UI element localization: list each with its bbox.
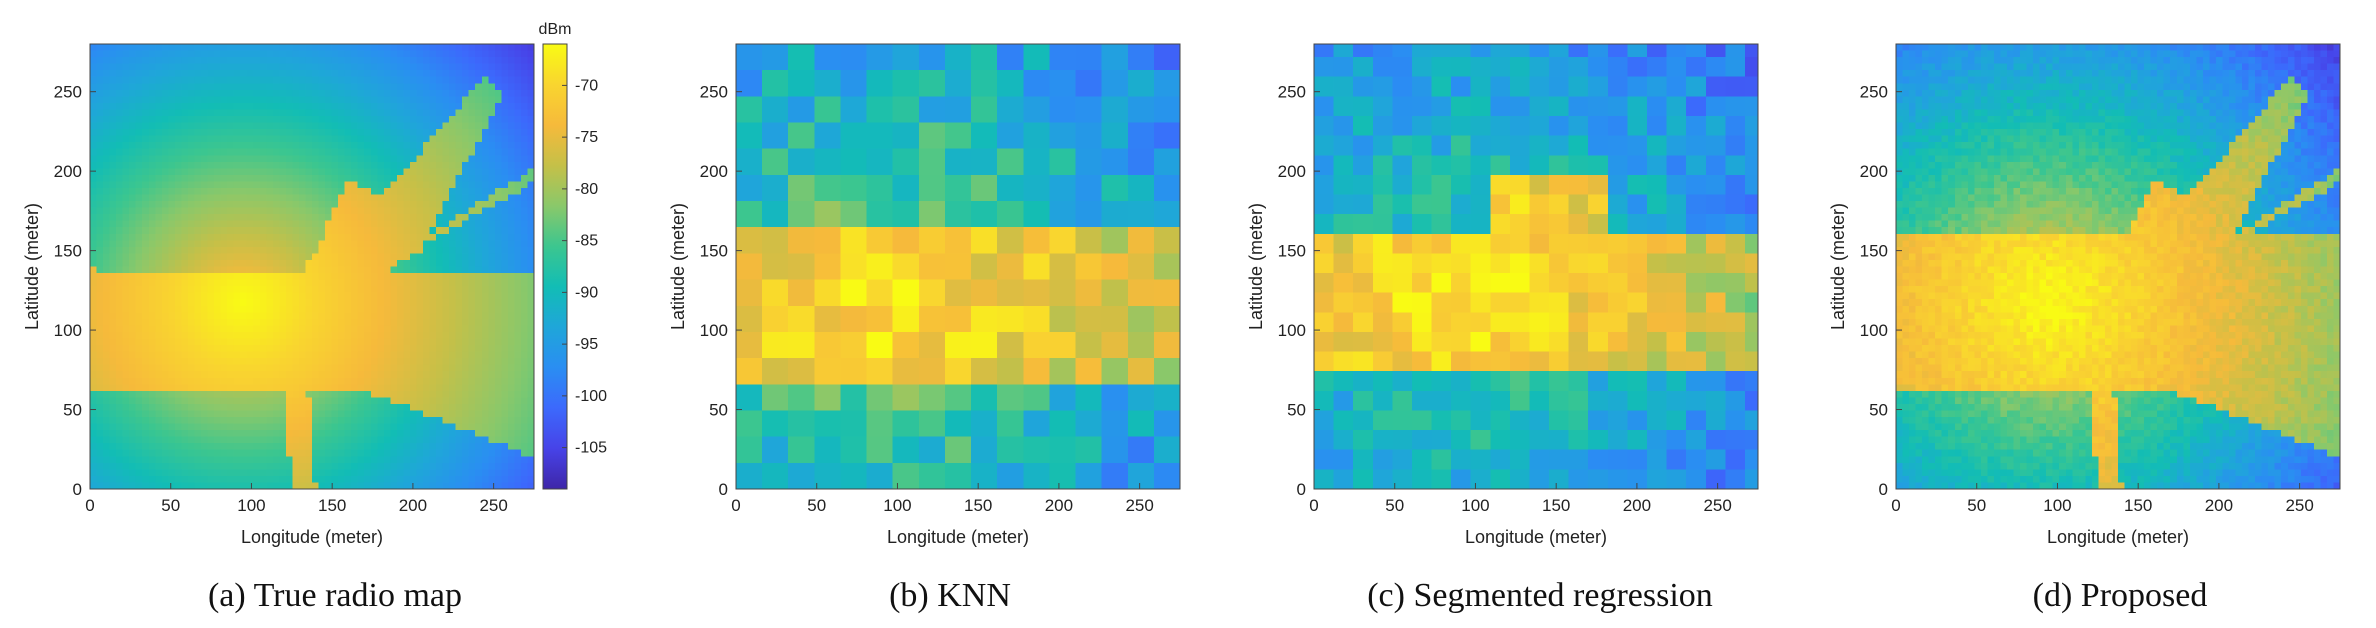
x-tick-label: 0 [731,496,740,515]
x-tick-label: 250 [479,496,507,515]
plot-frame [1895,43,2341,490]
y-tick-label: 0 [1297,480,1306,499]
caption-a: (a) True radio map [208,577,462,614]
x-tick-label: 150 [964,496,992,515]
x-tick-label: 0 [85,496,94,515]
x-tick-label: 50 [1385,496,1404,515]
x-axis-label: Longitude (meter) [241,527,383,547]
y-axis-label: Latitude (meter) [1828,203,1848,330]
colorbar-tick-label: -70 [575,77,598,94]
heatmap-b [736,44,1180,489]
y-tick-label: 200 [54,162,82,181]
x-tick-label: 250 [1125,496,1153,515]
panel-a: 0 50 100 150 200 250 0 50 100 150 200 250 Longitude … [22,43,535,547]
panel-c: 0 50 100 150 200 250 0 50 100 150 200 250 Longitude … [1246,43,1759,547]
y-tick-label: 150 [1278,242,1306,261]
colorbar-tick-label: -80 [575,181,598,198]
x-axis-label: Longitude (meter) [887,527,1029,547]
y-tick-label: 150 [700,242,728,261]
x-tick-label: 0 [1309,496,1318,515]
y-tick-label: 200 [700,162,728,181]
heatmap-a [90,44,534,489]
heatmap-d [1896,44,2340,489]
colorbar-unit: dBm [539,21,572,38]
colorbar-tick-label: -75 [575,129,598,146]
colorbar-tick-label: -95 [575,336,598,353]
y-tick-label: 100 [1278,321,1306,340]
y-tick-label: 200 [1860,162,1888,181]
x-tick-label: 150 [1542,496,1570,515]
heatmap-c [1314,44,1758,489]
y-tick-label: 0 [719,480,728,499]
x-tick-label: 0 [1891,496,1900,515]
colorbar-tick-label: -105 [575,440,607,457]
panel-b: 0 50 100 150 200 250 0 50 100 150 200 250 Longitude … [668,43,1181,547]
y-tick-label: 100 [700,321,728,340]
y-tick-label: 250 [700,83,728,102]
y-tick-label: 250 [1860,83,1888,102]
x-tick-label: 100 [1461,496,1489,515]
colorbar: dBm -70 -75 -80 -85 -90 -95 -100 -105 [539,21,607,490]
x-tick-label: 200 [399,496,427,515]
plot-frame [1313,43,1759,490]
x-axis-label: Longitude (meter) [1465,527,1607,547]
x-tick-label: 100 [237,496,265,515]
colorbar-tick-label: -85 [575,233,598,250]
x-tick-label: 250 [1703,496,1731,515]
panel-d: 0 50 100 150 200 250 0 50 100 150 200 250 Longitude … [1828,43,2341,547]
y-tick-label: 250 [1278,83,1306,102]
plot-frame [89,43,535,490]
colorbar-tick-label: -100 [575,388,607,405]
plot-frame [735,43,1181,490]
y-axis-label: Latitude (meter) [668,203,688,330]
x-tick-label: 50 [1967,496,1986,515]
x-tick-label: 200 [2205,496,2233,515]
y-tick-label: 250 [54,83,82,102]
x-tick-label: 200 [1623,496,1651,515]
y-tick-label: 200 [1278,162,1306,181]
y-tick-label: 0 [1879,480,1888,499]
y-tick-label: 100 [54,321,82,340]
caption-c: (c) Segmented regression [1367,577,1713,614]
y-tick-label: 150 [1860,242,1888,261]
y-tick-label: 50 [63,401,82,420]
y-axis-label: Latitude (meter) [1246,203,1266,330]
caption-d: (d) Proposed [2033,577,2208,614]
colorbar-tick-label: -90 [575,284,598,301]
x-tick-label: 50 [161,496,180,515]
colorbar-gradient [542,43,568,490]
y-axis-label: Latitude (meter) [22,203,42,330]
x-tick-label: 150 [2124,496,2152,515]
x-tick-label: 150 [318,496,346,515]
x-tick-label: 50 [807,496,826,515]
y-tick-label: 100 [1860,321,1888,340]
y-tick-label: 50 [1869,401,1888,420]
y-tick-label: 50 [1287,401,1306,420]
y-tick-label: 50 [709,401,728,420]
x-tick-label: 250 [2285,496,2313,515]
x-tick-label: 200 [1045,496,1073,515]
y-tick-label: 150 [54,242,82,261]
x-axis-label: Longitude (meter) [2047,527,2189,547]
y-tick-label: 0 [73,480,82,499]
x-tick-label: 100 [2043,496,2071,515]
caption-b: (b) KNN [889,577,1011,614]
x-tick-label: 100 [883,496,911,515]
